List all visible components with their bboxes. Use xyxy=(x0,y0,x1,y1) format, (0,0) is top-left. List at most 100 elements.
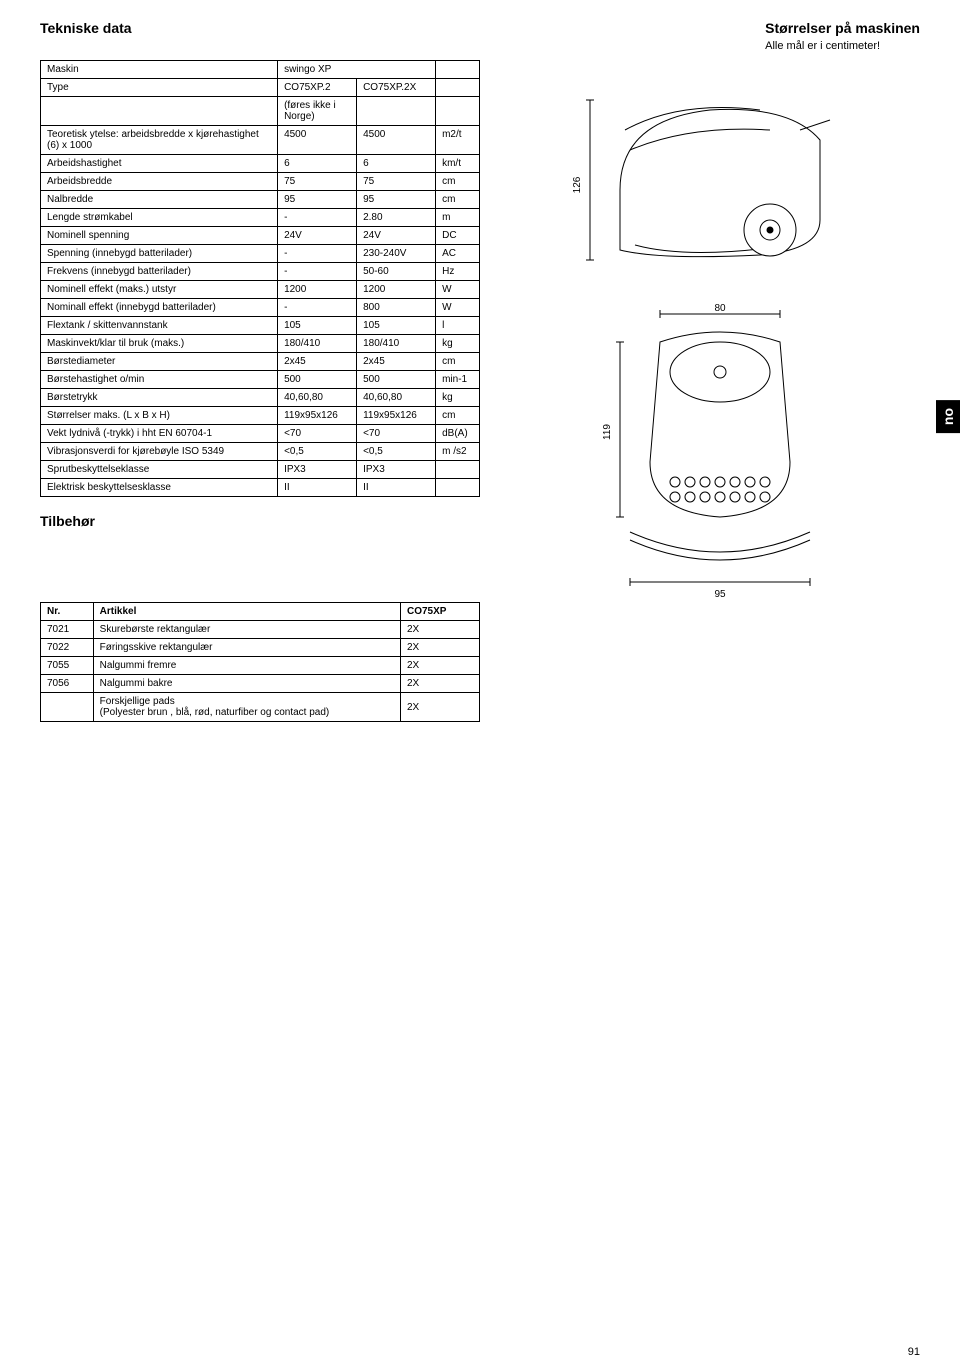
spec-maskin-value: swingo XP xyxy=(278,61,436,79)
table-row: Børstetrykk40,60,8040,60,80kg xyxy=(41,389,480,407)
spec-v2: 40,60,80 xyxy=(357,389,436,407)
spec-v2: 800 xyxy=(357,299,436,317)
spec-v1: II xyxy=(278,479,357,497)
table-row: Teoretisk ytelse: arbeidsbredde x kjøreh… xyxy=(41,126,480,155)
acc-nr xyxy=(41,693,94,722)
table-row: Nalbredde9595cm xyxy=(41,191,480,209)
drawing-top-view: 80 119 95 xyxy=(560,302,860,602)
heading-units-note: Alle mål er i centimeter! xyxy=(765,40,920,52)
spec-v2: <70 xyxy=(357,425,436,443)
spec-param: Sprutbeskyttelseklasse xyxy=(41,461,278,479)
spec-v2: 1200 xyxy=(357,281,436,299)
spec-param: Nominell spenning xyxy=(41,227,278,245)
table-row: 7022Føringsskive rektangulær2X xyxy=(41,639,480,657)
spec-unit: dB(A) xyxy=(436,425,480,443)
spec-v2: 95 xyxy=(357,191,436,209)
spec-v1: <70 xyxy=(278,425,357,443)
machine-drawings: 126 xyxy=(500,70,920,602)
spec-v2: 119x95x126 xyxy=(357,407,436,425)
spec-param: Arbeidshastighet xyxy=(41,155,278,173)
spec-table: Maskin swingo XP Type CO75XP.2 CO75XP.2X… xyxy=(40,60,480,497)
table-row: Arbeidsbredde7575cm xyxy=(41,173,480,191)
spec-param: Elektrisk beskyttelsesklasse xyxy=(41,479,278,497)
spec-v2: 180/410 xyxy=(357,335,436,353)
spec-param: Flextank / skittenvannstank xyxy=(41,317,278,335)
spec-unit: kg xyxy=(436,335,480,353)
spec-maskin-label: Maskin xyxy=(41,61,278,79)
spec-unit: Hz xyxy=(436,263,480,281)
spec-v1: IPX3 xyxy=(278,461,357,479)
acc-artikkel: Føringsskive rektangulær xyxy=(93,639,400,657)
table-row: Størrelser maks. (L x B x H)119x95x12611… xyxy=(41,407,480,425)
acc-co: 2X xyxy=(400,621,479,639)
spec-v1: 2x45 xyxy=(278,353,357,371)
accessories-table: Nr. Artikkel CO75XP 7021Skurebørste rekt… xyxy=(40,602,480,722)
acc-co: 2X xyxy=(400,675,479,693)
spec-v1: - xyxy=(278,263,357,281)
table-row: Nominell spenning24V24VDC xyxy=(41,227,480,245)
acc-header-nr: Nr. xyxy=(41,603,94,621)
spec-v2: 75 xyxy=(357,173,436,191)
spec-unit xyxy=(436,479,480,497)
spec-v2: 2.80 xyxy=(357,209,436,227)
spec-param: Spenning (innebygd batterilader) xyxy=(41,245,278,263)
spec-param: Vekt lydnivå (-trykk) i hht EN 60704-1 xyxy=(41,425,278,443)
acc-artikkel: Nalgummi bakre xyxy=(93,675,400,693)
acc-artikkel: Skurebørste rektangulær xyxy=(93,621,400,639)
spec-param: Frekvens (innebygd batterilader) xyxy=(41,263,278,281)
spec-param: Lengde strømkabel xyxy=(41,209,278,227)
table-row: Maskin swingo XP xyxy=(41,61,480,79)
acc-header-artikkel: Artikkel xyxy=(93,603,400,621)
spec-param: Maskinvekt/klar til bruk (maks.) xyxy=(41,335,278,353)
acc-nr: 7055 xyxy=(41,657,94,675)
spec-v1: 180/410 xyxy=(278,335,357,353)
spec-v2: 2x45 xyxy=(357,353,436,371)
spec-unit: km/t xyxy=(436,155,480,173)
table-row: SprutbeskyttelseklasseIPX3IPX3 xyxy=(41,461,480,479)
spec-unit: m xyxy=(436,209,480,227)
spec-v2: 24V xyxy=(357,227,436,245)
dim-height: 126 xyxy=(572,176,583,193)
spec-unit: AC xyxy=(436,245,480,263)
table-row: Børstehastighet o/min500500min-1 xyxy=(41,371,480,389)
spec-v1: 95 xyxy=(278,191,357,209)
table-row: Elektrisk beskyttelsesklasseIIII xyxy=(41,479,480,497)
spec-unit xyxy=(436,461,480,479)
table-row: Type CO75XP.2 CO75XP.2X xyxy=(41,79,480,97)
table-row: 7021Skurebørste rektangulær2X xyxy=(41,621,480,639)
spec-param: Størrelser maks. (L x B x H) xyxy=(41,407,278,425)
spec-type-v2: CO75XP.2X xyxy=(357,79,436,97)
spec-v1: 105 xyxy=(278,317,357,335)
spec-unit: cm xyxy=(436,353,480,371)
table-row: Frekvens (innebygd batterilader)-50-60Hz xyxy=(41,263,480,281)
heading-technical-data: Tekniske data xyxy=(40,20,132,52)
spec-unit: cm xyxy=(436,191,480,209)
acc-artikkel: Nalgummi fremre xyxy=(93,657,400,675)
acc-co: 2X xyxy=(400,657,479,675)
spec-v1: 75 xyxy=(278,173,357,191)
spec-unit: W xyxy=(436,281,480,299)
table-row: Maskinvekt/klar til bruk (maks.)180/4101… xyxy=(41,335,480,353)
table-row: Vekt lydnivå (-trykk) i hht EN 60704-1<7… xyxy=(41,425,480,443)
spec-v2: 500 xyxy=(357,371,436,389)
spec-v1: 119x95x126 xyxy=(278,407,357,425)
spec-v1: <0,5 xyxy=(278,443,357,461)
spec-v2: 50-60 xyxy=(357,263,436,281)
spec-unit: W xyxy=(436,299,480,317)
spec-v1: - xyxy=(278,245,357,263)
table-row: 7056Nalgummi bakre2X xyxy=(41,675,480,693)
spec-param: Nominall effekt (innebygd batterilader) xyxy=(41,299,278,317)
spec-param: Børstediameter xyxy=(41,353,278,371)
spec-v2: II xyxy=(357,479,436,497)
spec-v1: 40,60,80 xyxy=(278,389,357,407)
spec-note: (føres ikke i Norge) xyxy=(278,97,357,126)
spec-v1: 1200 xyxy=(278,281,357,299)
table-row: Vibrasjonsverdi for kjørebøyle ISO 5349<… xyxy=(41,443,480,461)
page-number: 91 xyxy=(908,1346,920,1358)
spec-v1: - xyxy=(278,299,357,317)
heading-machine-sizes: Størrelser på maskinen xyxy=(765,20,920,36)
heading-accessories: Tilbehør xyxy=(40,513,480,529)
spec-v1: - xyxy=(278,209,357,227)
table-row: Forskjellige pads (Polyester brun , blå,… xyxy=(41,693,480,722)
acc-artikkel: Forskjellige pads (Polyester brun , blå,… xyxy=(93,693,400,722)
